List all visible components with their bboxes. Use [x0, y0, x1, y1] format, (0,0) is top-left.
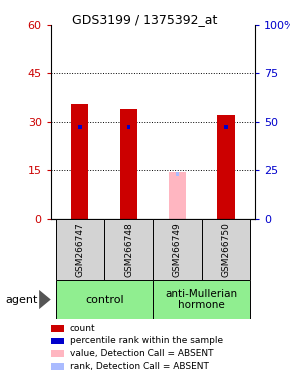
Bar [56, 280, 153, 319]
Bar [153, 219, 202, 280]
Bar [56, 219, 104, 280]
Bar [224, 125, 228, 129]
Text: GSM266750: GSM266750 [222, 222, 231, 277]
Text: count: count [70, 324, 95, 333]
Bar [104, 219, 153, 280]
Bar [176, 172, 179, 175]
Text: rank, Detection Call = ABSENT: rank, Detection Call = ABSENT [70, 362, 209, 371]
Bar [127, 125, 130, 129]
Text: GSM266749: GSM266749 [173, 222, 182, 277]
Text: agent: agent [6, 295, 38, 305]
Text: GSM266747: GSM266747 [75, 222, 84, 277]
Bar [120, 109, 137, 219]
Bar [202, 219, 250, 280]
Polygon shape [39, 290, 51, 309]
Bar [218, 116, 235, 219]
Bar [78, 125, 82, 129]
Text: control: control [85, 295, 124, 305]
Bar [153, 280, 250, 319]
Bar [71, 104, 88, 219]
Text: anti-Mullerian
hormone: anti-Mullerian hormone [166, 289, 238, 310]
Text: percentile rank within the sample: percentile rank within the sample [70, 336, 223, 346]
Text: GSM266748: GSM266748 [124, 222, 133, 277]
Text: value, Detection Call = ABSENT: value, Detection Call = ABSENT [70, 349, 213, 358]
Bar [169, 172, 186, 219]
Text: GDS3199 / 1375392_at: GDS3199 / 1375392_at [72, 13, 218, 26]
